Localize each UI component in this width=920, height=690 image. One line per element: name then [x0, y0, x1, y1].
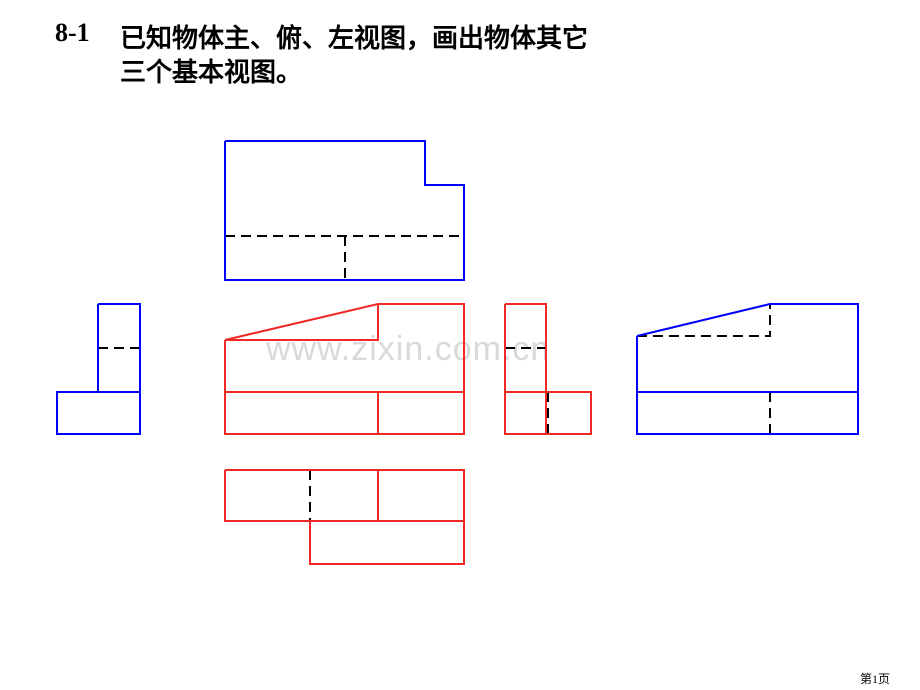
engineering-drawing	[0, 0, 920, 690]
